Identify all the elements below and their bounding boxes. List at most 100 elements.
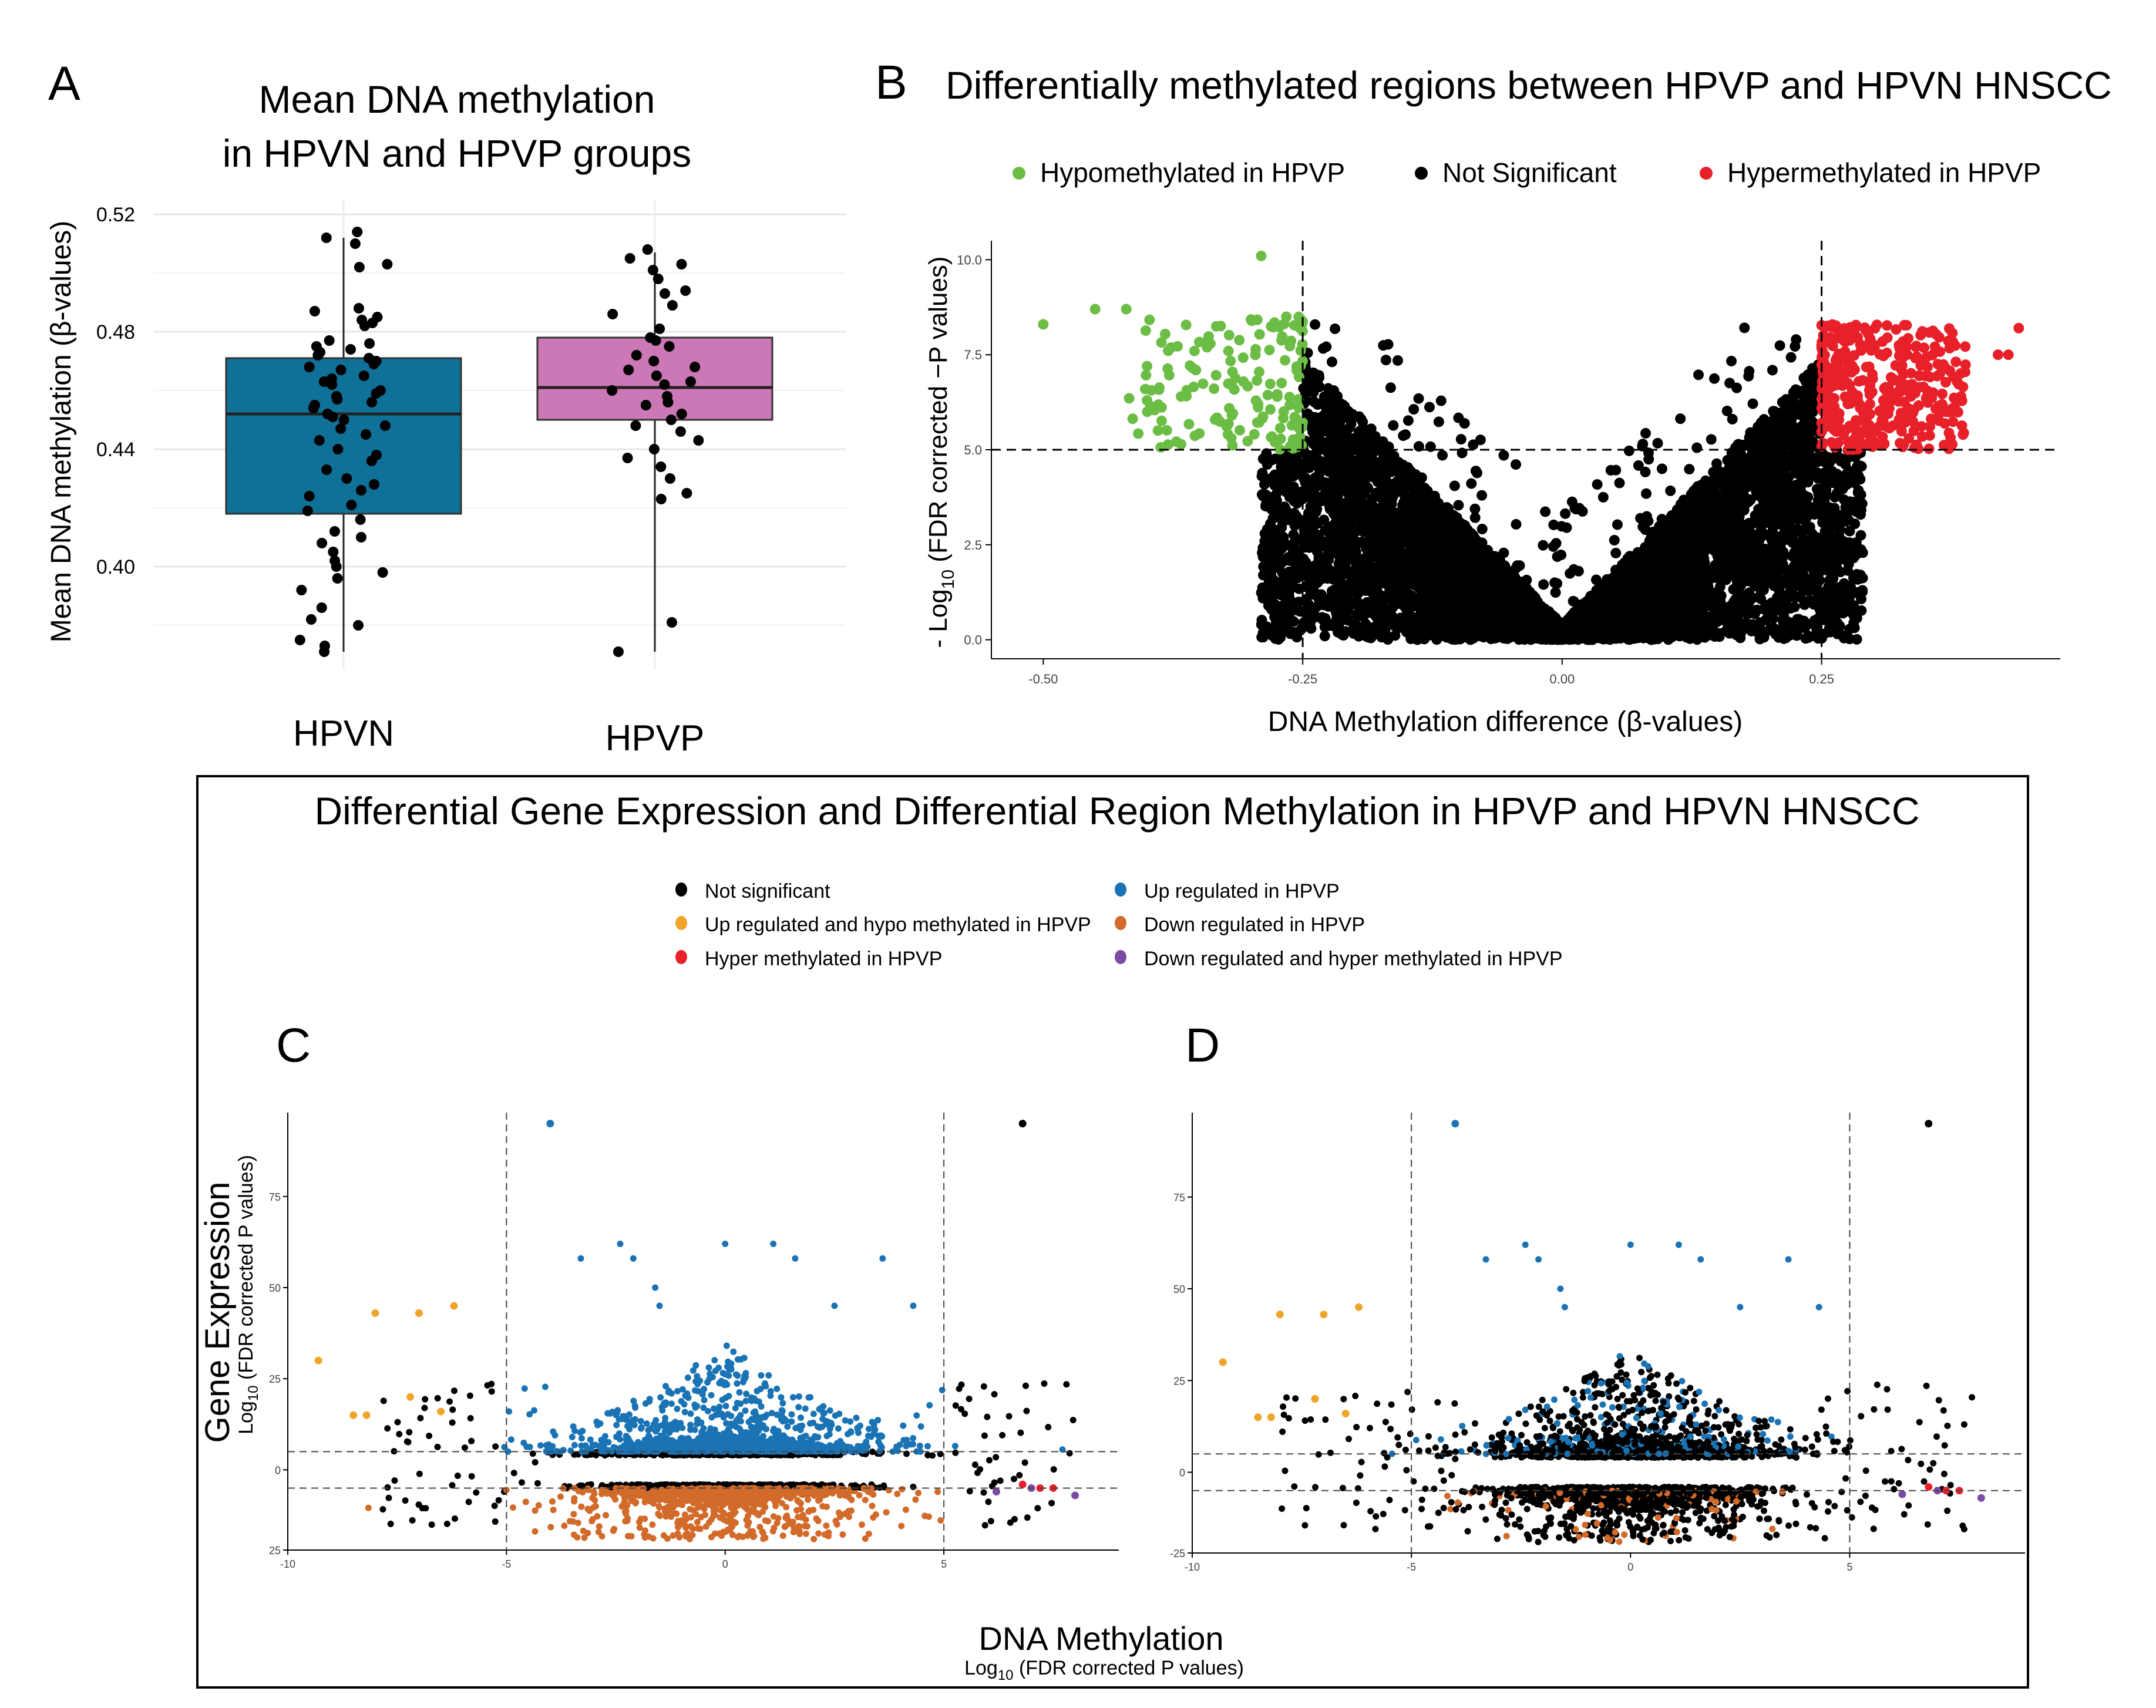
panel-b-point-ns bbox=[1744, 519, 1755, 530]
panel-a-point bbox=[624, 253, 635, 264]
panel-a-point bbox=[368, 359, 379, 369]
panel-a-x-tick-label: HPVN bbox=[293, 713, 394, 754]
panel-a-point bbox=[355, 514, 366, 525]
panel-b-point-ns bbox=[1466, 478, 1477, 489]
panel-b-point-ns bbox=[1744, 366, 1755, 377]
panel-b-point-ns bbox=[1781, 394, 1792, 405]
panel-b-point-ns bbox=[1848, 600, 1859, 611]
panel-b-point-ns bbox=[1387, 602, 1398, 613]
panel-a-point bbox=[331, 561, 342, 572]
panel-a-point bbox=[312, 350, 324, 361]
panel-a: A Mean DNA methylation in HPVN and HPVP … bbox=[46, 57, 846, 759]
panel-b-point-ns bbox=[1785, 352, 1797, 363]
panel-b-point-ns bbox=[1470, 466, 1481, 477]
panel-b-point-ns bbox=[1469, 512, 1481, 523]
panel-b-point-ns bbox=[1550, 587, 1561, 598]
panel-a-point bbox=[379, 420, 391, 431]
panel-b-legend-swatch bbox=[1415, 167, 1428, 180]
panel-a-point bbox=[296, 585, 307, 595]
panel-b-point-ns bbox=[1801, 419, 1812, 430]
panel-b-point-ns bbox=[1789, 601, 1800, 612]
panel-a-point bbox=[364, 338, 375, 349]
panel-a-point bbox=[294, 635, 305, 645]
panel-a-point bbox=[665, 415, 677, 425]
panel-a-y-axis-label: Mean DNA methylation (β-values) bbox=[46, 221, 77, 643]
panel-a-point bbox=[681, 488, 692, 498]
panel-a-point bbox=[305, 614, 317, 625]
panel-b-point-ns bbox=[1693, 369, 1704, 380]
panel-a-point bbox=[327, 379, 338, 390]
panel-b-point-ns bbox=[1857, 547, 1868, 558]
panel-b-point-ns bbox=[1652, 437, 1663, 449]
panel-a-point bbox=[667, 300, 678, 311]
panel-b-point-ns bbox=[1279, 501, 1290, 513]
panel-b-point-ns bbox=[1778, 528, 1789, 540]
panel-a-point bbox=[652, 274, 664, 284]
panel-a-point bbox=[314, 435, 325, 446]
panel-b-point-ns bbox=[1272, 608, 1283, 619]
panel-a-point bbox=[642, 244, 653, 255]
panel-a-point bbox=[680, 285, 691, 296]
panel-b-point-ns bbox=[1453, 500, 1464, 511]
panel-b-point-ns bbox=[1787, 529, 1798, 540]
panel-b-point-ns bbox=[1855, 509, 1866, 520]
panel-b-point-ns bbox=[1727, 413, 1738, 425]
panel-a-point bbox=[317, 538, 328, 548]
panel-a-point bbox=[355, 532, 366, 543]
panel-b-point-ns bbox=[1592, 479, 1603, 490]
panel-a-point bbox=[345, 344, 356, 355]
panel-b-point-ns bbox=[1610, 464, 1622, 476]
panel-b-point-ns bbox=[1413, 393, 1424, 404]
panel-b-point-ns bbox=[1257, 592, 1269, 604]
panel-b-point-ns bbox=[1711, 458, 1722, 469]
panel-b-point-ns bbox=[1684, 464, 1695, 475]
panel-a-y-tick-label: 0.44 bbox=[96, 439, 135, 461]
panel-a-point bbox=[630, 420, 641, 431]
panel-b-point-ns bbox=[1612, 519, 1623, 530]
panel-b-point-ns bbox=[1550, 538, 1562, 549]
panel-a-point bbox=[349, 238, 361, 249]
panel-b-point-ns bbox=[1312, 518, 1323, 529]
panel-a-point bbox=[607, 385, 618, 396]
panel-a-points bbox=[294, 227, 704, 657]
panel-a-point bbox=[689, 362, 701, 372]
panel-b-point-ns bbox=[1637, 439, 1649, 450]
panel-b-point-ns bbox=[1256, 470, 1267, 481]
panel-a-point bbox=[353, 620, 364, 631]
panel-b-point-ns bbox=[1568, 564, 1579, 575]
panel-b-point-ns bbox=[1306, 606, 1317, 617]
panel-letter-b: B bbox=[875, 56, 907, 109]
panel-b-point-ns bbox=[1455, 434, 1467, 445]
panel-a-point bbox=[631, 350, 642, 361]
panel-b-point-ns bbox=[1767, 365, 1778, 376]
panel-b-point-ns bbox=[1435, 395, 1447, 406]
panel-a-point bbox=[346, 500, 357, 510]
panel-a-point bbox=[332, 394, 343, 405]
panel-b-point-ns bbox=[1393, 355, 1404, 366]
panel-b-point-ns bbox=[1640, 466, 1651, 477]
panel-b-point-ns bbox=[1388, 420, 1399, 431]
panel-a-point bbox=[622, 453, 633, 463]
panel-a-y-tick-label: 0.52 bbox=[96, 204, 135, 226]
panel-a-box-hpvn bbox=[225, 357, 462, 515]
panel-b-point-ns bbox=[1641, 488, 1652, 499]
panel-a-point bbox=[659, 379, 670, 390]
panel-b-point-ns bbox=[1774, 340, 1785, 351]
panel-a-point bbox=[648, 444, 660, 454]
panel-b-point-ns bbox=[1799, 599, 1810, 610]
panel-b-point-ns bbox=[1706, 434, 1717, 445]
panel-b-point-ns bbox=[1597, 491, 1609, 503]
panel-b-point-ns bbox=[1778, 633, 1790, 644]
panel-a-point bbox=[335, 365, 347, 375]
panel-a-point bbox=[685, 376, 696, 387]
panel-b-point-ns bbox=[1844, 634, 1855, 645]
panel-b-point-ns bbox=[1433, 416, 1444, 427]
panel-b-point-ns bbox=[1814, 469, 1825, 480]
panel-b-point-ns bbox=[1397, 612, 1408, 624]
panel-b-point-ns bbox=[1498, 450, 1509, 461]
panel-b-point-ns bbox=[1449, 480, 1460, 491]
panel-b-point-ns bbox=[1476, 490, 1488, 501]
panel-a-point bbox=[321, 464, 332, 475]
panel-b-point-ns bbox=[1556, 550, 1567, 561]
panel-a-point bbox=[356, 485, 367, 496]
